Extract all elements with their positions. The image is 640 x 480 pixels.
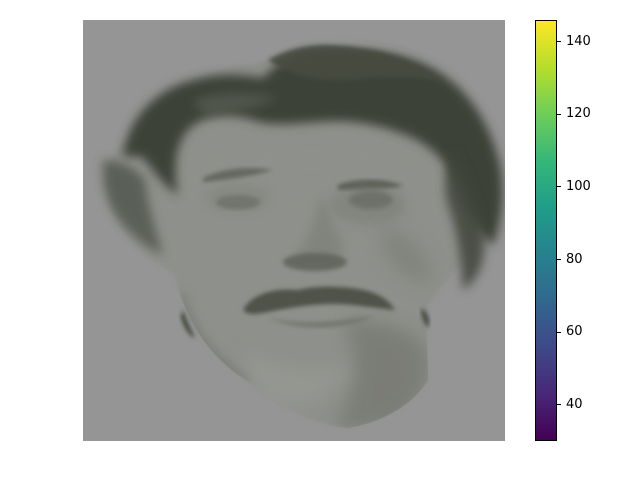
colorbar-axis: 40 60 80 100 120 140	[557, 20, 617, 441]
colorbar-tick-label: 140	[566, 33, 591, 49]
colorbar-tick-label: 100	[566, 178, 591, 194]
colorbar-tick-mark	[557, 331, 561, 333]
nose-shadow	[293, 195, 344, 264]
face-image	[83, 20, 505, 441]
colorbar-tick-mark	[557, 259, 561, 261]
nostrils	[283, 253, 347, 271]
left-eyebrow	[203, 168, 273, 182]
colorbar-tick-label: 60	[566, 324, 583, 340]
neck-shadow	[333, 320, 430, 428]
mustache	[243, 286, 395, 314]
hair-side-left	[102, 160, 163, 255]
chin-light	[243, 350, 353, 407]
colorbar-tick-mark	[557, 404, 561, 406]
colorbar	[535, 20, 557, 441]
colorbar-tick-label: 80	[566, 251, 583, 267]
forehead	[228, 130, 398, 190]
jaw-accent-right	[421, 308, 430, 328]
left-eye-socket	[206, 184, 270, 212]
colorbar-tick-label: 120	[566, 106, 591, 122]
colorbar-tick-mark	[557, 113, 561, 115]
jaw-accent-left	[181, 310, 195, 338]
hair-highlight	[193, 93, 278, 116]
hair-strands-top	[268, 45, 443, 81]
cheek-shadow-right	[383, 225, 433, 285]
right-eye-socket	[330, 185, 406, 225]
colorbar-tick-label: 40	[566, 396, 583, 412]
colorbar-tick-mark	[557, 186, 561, 188]
hair-side-right	[445, 150, 485, 290]
colorbar-tick-mark	[557, 41, 561, 43]
mouth	[268, 316, 373, 328]
